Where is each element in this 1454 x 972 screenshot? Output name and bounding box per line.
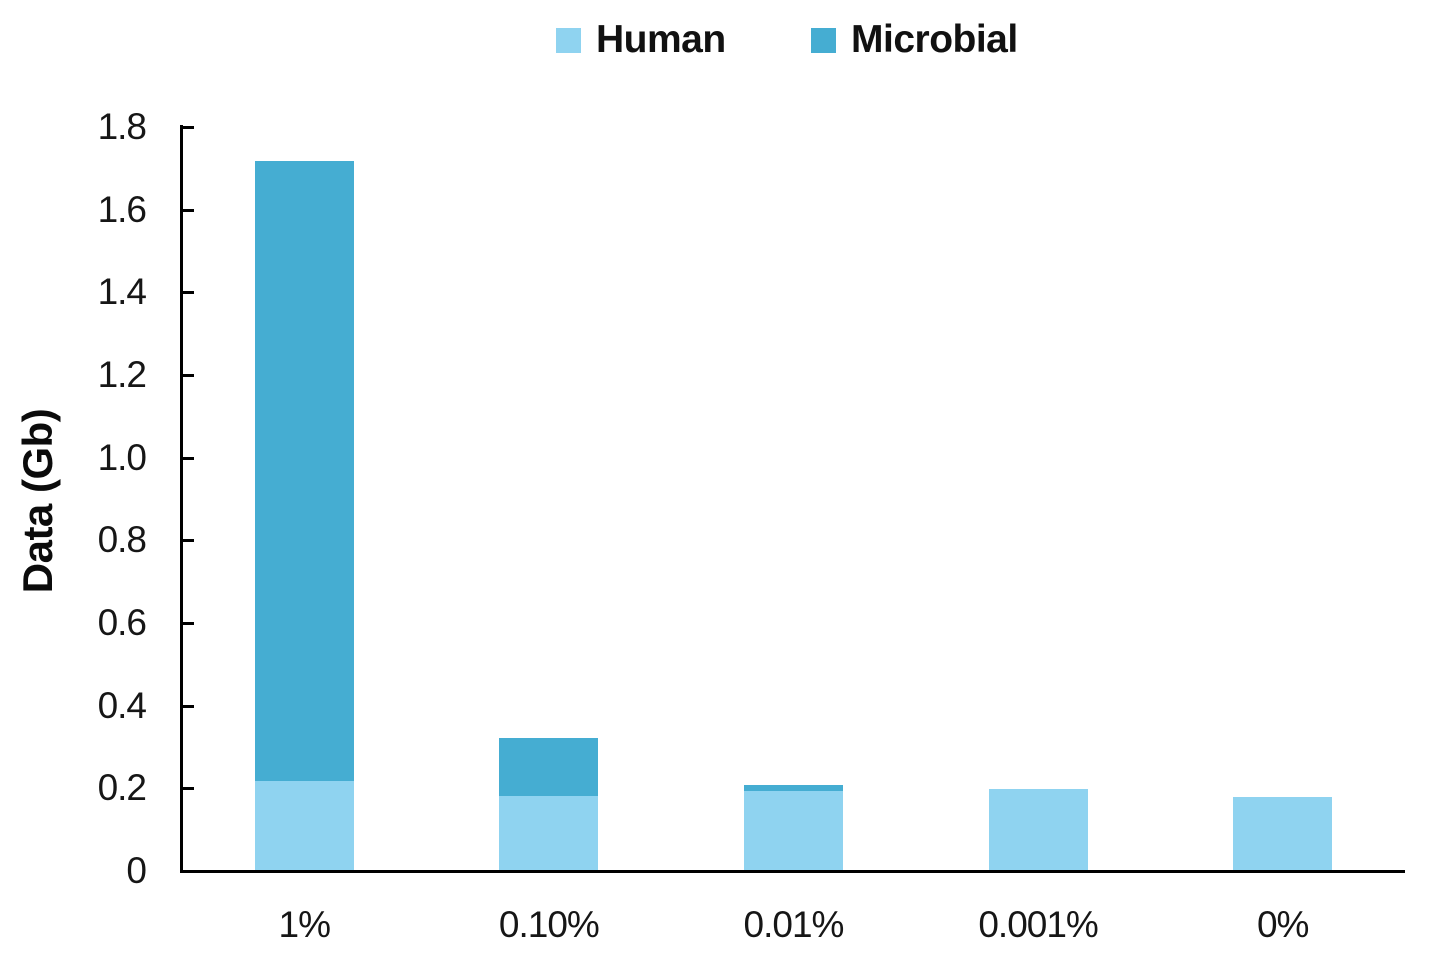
y-tick (180, 787, 194, 791)
y-tick (180, 704, 194, 708)
bar-segment-microbial (254, 161, 354, 782)
y-axis-line (180, 125, 183, 873)
legend-item-human: Human (556, 16, 726, 64)
bar-segment-human (744, 791, 843, 870)
bar-segment-human (1233, 797, 1333, 870)
legend-swatch-microbial (811, 27, 836, 53)
y-tick (180, 622, 194, 625)
y-tick-label: 1.6 (97, 188, 147, 230)
bar-segment-human (988, 788, 1088, 870)
x-tick-label: 0.001% (978, 904, 1099, 945)
legend-item-microbial: Microbial (811, 16, 1018, 64)
y-tick-label: 0.8 (97, 519, 147, 561)
y-tick (180, 539, 194, 543)
legend-label-microbial: Microbial (851, 18, 1018, 61)
y-tick-label: 1.0 (97, 436, 147, 478)
bar-segment-human (254, 781, 354, 870)
x-axis-line (180, 870, 1405, 873)
y-tick-label: 0.6 (97, 602, 147, 643)
bar-segment-microbial (499, 737, 599, 796)
y-tick (180, 291, 194, 295)
y-tick (180, 208, 194, 212)
y-tick-label: 1.4 (97, 271, 147, 313)
x-tick-label: 0.10% (498, 904, 600, 945)
bar-segment-microbial (744, 785, 843, 792)
x-tick-label: 0.01% (743, 904, 845, 945)
y-tick-label: 1.2 (97, 354, 147, 395)
y-tick (180, 126, 194, 129)
y-tick-label: 1.8 (97, 106, 147, 147)
x-tick-label: 0% (1256, 904, 1309, 945)
y-tick-label: 0.4 (97, 684, 147, 726)
y-tick (180, 456, 194, 460)
x-tick-label: 1% (278, 904, 331, 945)
legend-label-human: Human (596, 18, 726, 61)
y-tick (180, 374, 194, 377)
legend-swatch-human (556, 27, 581, 53)
bar-segment-human (499, 795, 599, 870)
y-tick-label: 0 (126, 850, 147, 891)
y-tick-label: 0.2 (97, 767, 147, 809)
